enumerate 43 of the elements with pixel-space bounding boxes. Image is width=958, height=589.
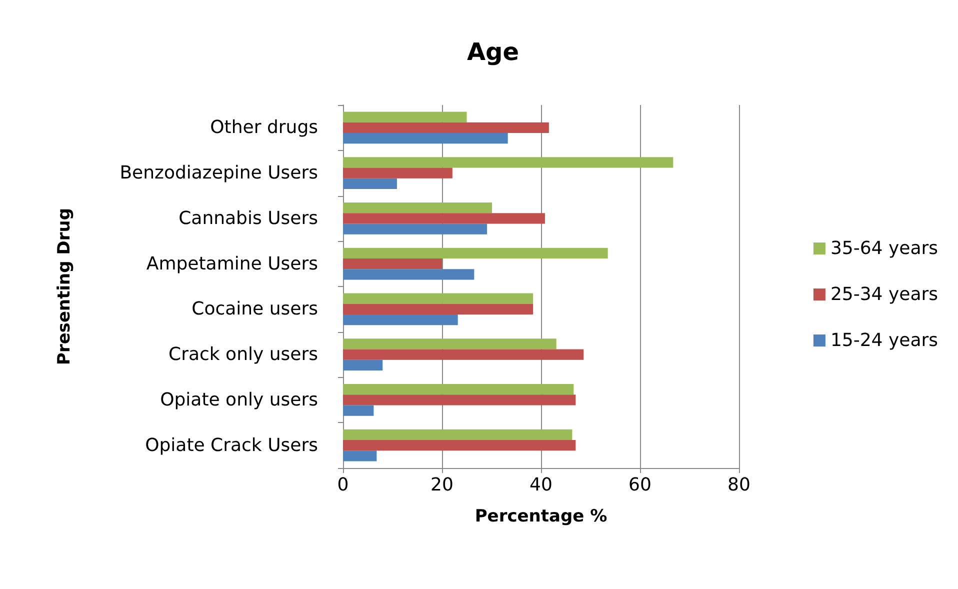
x-tick-label: 40 <box>530 474 552 496</box>
bar <box>343 178 397 189</box>
bar <box>343 405 374 416</box>
bar <box>343 202 492 214</box>
bar <box>343 224 488 234</box>
bar <box>343 293 534 304</box>
y-tick-label: Cocaine users <box>192 298 318 320</box>
y-tick-label: Opiate Crack Users <box>145 434 318 456</box>
x-tick-label: 60 <box>628 474 652 496</box>
legend-label: 35-64 years <box>830 238 938 259</box>
legend-label: 15-24 years <box>830 330 938 351</box>
bar <box>343 112 467 122</box>
x-axis-title: Percentage % <box>474 506 608 526</box>
bar <box>343 132 508 144</box>
bar <box>343 314 458 326</box>
bar <box>343 429 572 440</box>
x-tick-label: 20 <box>430 474 454 496</box>
y-axis-title: Presenting Drug <box>54 208 74 366</box>
y-tick-label: Other drugs <box>210 117 318 138</box>
y-tick-label: Crack only users <box>168 344 318 366</box>
bar <box>343 213 545 224</box>
bar <box>343 394 576 406</box>
bar <box>343 168 452 178</box>
y-tick-label: Ampetamine Users <box>146 253 318 274</box>
chart-title: Age <box>466 38 520 66</box>
y-tick-label: Benzodiazepine Users <box>120 162 318 184</box>
bar <box>343 338 556 350</box>
bar <box>343 248 608 259</box>
bar <box>343 304 534 314</box>
bar <box>343 450 377 462</box>
bar <box>343 157 674 168</box>
bar <box>343 384 574 395</box>
x-tick-label: 0 <box>337 474 349 496</box>
bar <box>343 360 383 370</box>
bar <box>343 258 442 270</box>
bar <box>343 440 576 451</box>
x-tick-label: 80 <box>728 474 750 496</box>
legend-label: 25-34 years <box>830 284 938 305</box>
bar <box>343 269 474 280</box>
y-tick-label: Cannabis Users <box>178 208 318 229</box>
bar <box>343 122 549 133</box>
y-tick-label: Opiate only users <box>160 389 318 410</box>
bar <box>343 349 584 360</box>
